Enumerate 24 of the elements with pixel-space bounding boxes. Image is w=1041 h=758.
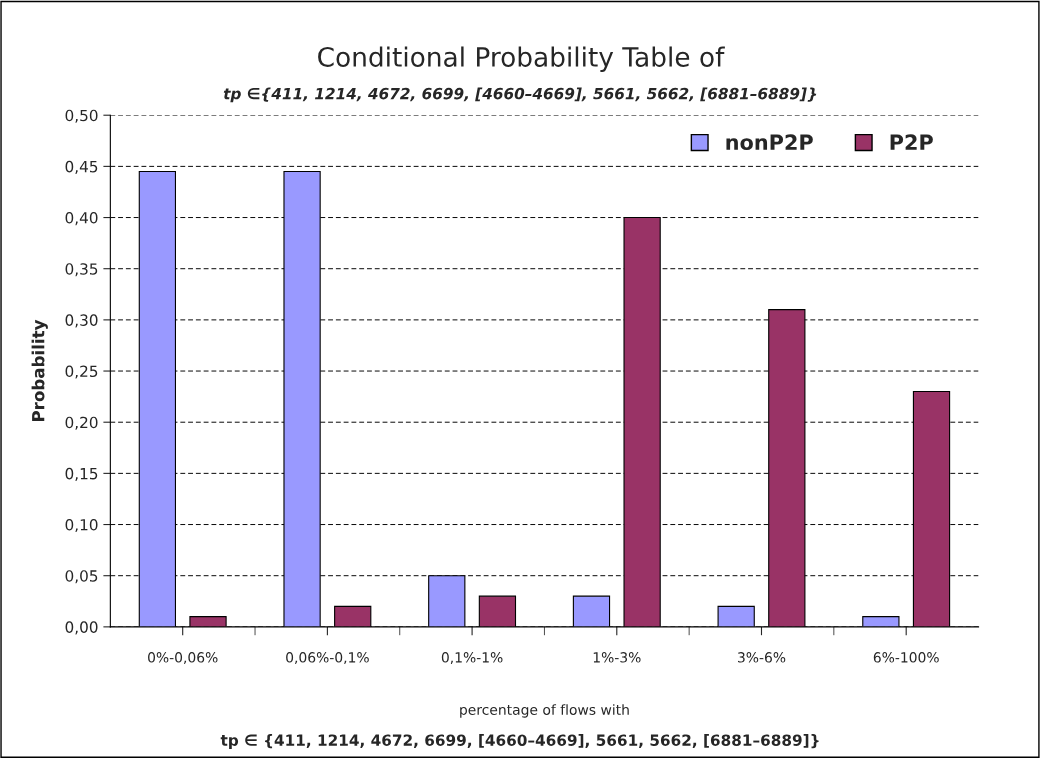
chart-title: Conditional Probability Table of [318, 46, 725, 73]
y-tick-label: 0,50 [65, 109, 98, 123]
x-axis-title: percentage of flows with [460, 704, 629, 718]
y-tick-label: 0,00 [65, 621, 98, 635]
x-tick-label: 6%-100% [873, 652, 939, 663]
y-tick-label: 0,05 [65, 570, 98, 584]
y-tick-label: 0,45 [65, 160, 98, 174]
x-tick-label: 0,1%-1% [441, 652, 503, 665]
y-tick-label: 0,25 [65, 365, 98, 379]
y-tick-label: 0,15 [65, 467, 98, 481]
text: tp ∈ {411, 1214, 4672, 6699, [4660–4669], 5661, 5662, [6881–6889]} [220, 734, 819, 749]
y-tick-label: 0,10 [65, 519, 98, 533]
y-tick-label: 0,35 [65, 263, 98, 277]
y-tick-label: 0,30 [65, 314, 98, 328]
legend-label: nonP2P [726, 134, 813, 151]
x-tick-label: 0%-0,06% [148, 652, 218, 665]
x-tick-label: 3%-6% [738, 652, 786, 663]
legend-label: P2P [890, 134, 933, 150]
x-tick-label: 1%-3% [593, 652, 641, 663]
x-tick-label: 0,06%-0,1% [286, 652, 369, 665]
y-tick-label: 0,40 [65, 212, 98, 226]
y-axis-title: Probability [31, 319, 48, 421]
chart-subtitle: tp ∈{411, 1214, 4672, 6699, [4660–4669], 5661, 5662, [6881–6889]} [223, 87, 817, 103]
y-tick-label: 0,20 [65, 416, 98, 430]
